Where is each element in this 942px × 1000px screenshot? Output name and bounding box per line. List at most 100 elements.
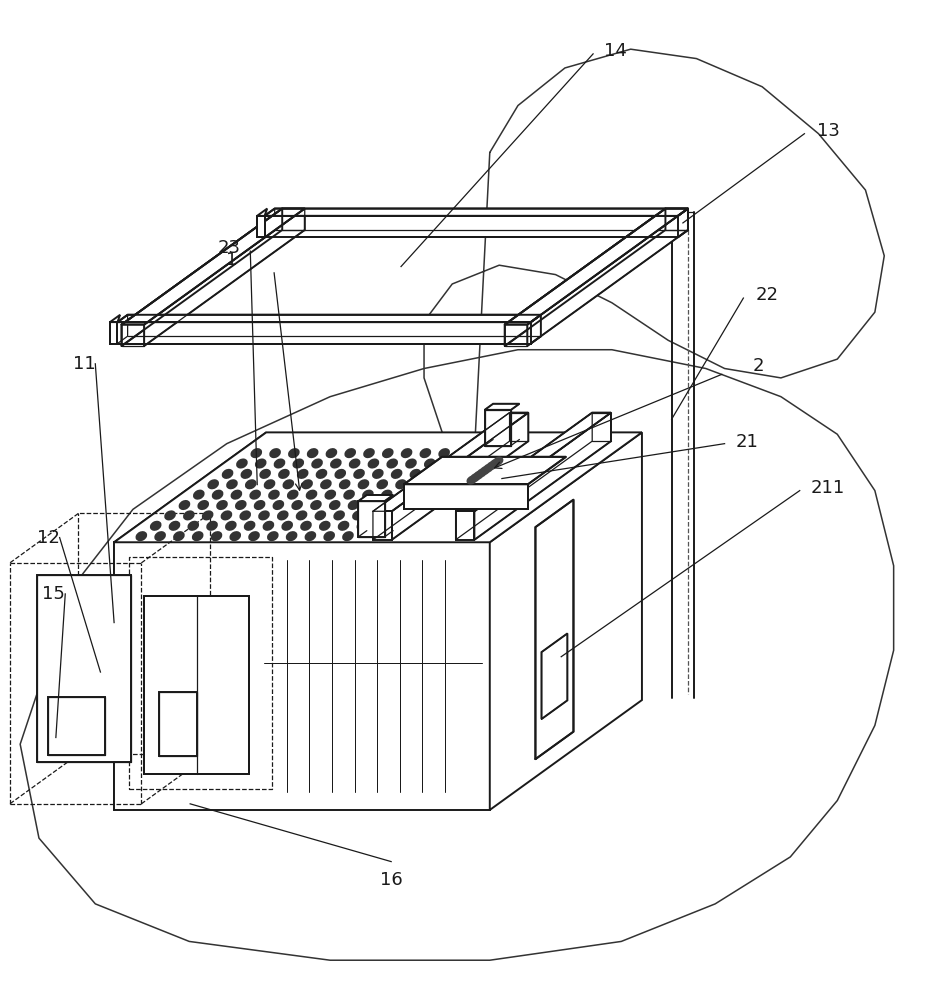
Text: 2: 2 [753, 357, 764, 375]
Ellipse shape [278, 469, 290, 479]
Polygon shape [475, 413, 611, 540]
Ellipse shape [342, 531, 354, 541]
Ellipse shape [277, 510, 288, 520]
Polygon shape [535, 500, 574, 759]
Ellipse shape [230, 531, 241, 541]
Ellipse shape [292, 458, 304, 469]
Polygon shape [528, 209, 688, 346]
Ellipse shape [169, 521, 180, 531]
Ellipse shape [457, 448, 469, 458]
Ellipse shape [198, 500, 209, 510]
Ellipse shape [333, 510, 345, 520]
Polygon shape [542, 633, 567, 719]
Ellipse shape [330, 458, 342, 469]
Ellipse shape [316, 469, 327, 479]
Ellipse shape [283, 479, 294, 489]
Ellipse shape [211, 531, 222, 541]
Ellipse shape [362, 490, 374, 500]
Ellipse shape [486, 461, 496, 470]
Ellipse shape [179, 500, 190, 510]
Ellipse shape [493, 457, 503, 466]
Polygon shape [159, 692, 197, 756]
Polygon shape [37, 575, 131, 762]
Text: 13: 13 [817, 122, 839, 140]
Ellipse shape [259, 469, 271, 479]
Polygon shape [505, 209, 688, 325]
Ellipse shape [244, 521, 255, 531]
Ellipse shape [268, 490, 280, 500]
Text: 1: 1 [226, 251, 237, 269]
Ellipse shape [136, 531, 147, 541]
Ellipse shape [414, 479, 426, 489]
Ellipse shape [483, 464, 494, 473]
Ellipse shape [274, 458, 285, 469]
Polygon shape [456, 413, 611, 511]
Ellipse shape [364, 448, 375, 458]
Ellipse shape [479, 466, 490, 475]
Polygon shape [257, 216, 265, 237]
Ellipse shape [326, 448, 337, 458]
Ellipse shape [164, 510, 176, 520]
Ellipse shape [419, 448, 431, 458]
Ellipse shape [396, 479, 407, 489]
Text: 211: 211 [811, 479, 845, 497]
Ellipse shape [192, 531, 203, 541]
Polygon shape [144, 209, 305, 346]
Polygon shape [505, 209, 665, 346]
Text: 11: 11 [73, 355, 95, 373]
Ellipse shape [307, 448, 318, 458]
Ellipse shape [154, 531, 166, 541]
Ellipse shape [193, 490, 204, 500]
Ellipse shape [304, 531, 317, 541]
Text: 15: 15 [42, 585, 65, 603]
Ellipse shape [267, 531, 279, 541]
Ellipse shape [253, 500, 266, 510]
Ellipse shape [320, 479, 332, 489]
Ellipse shape [240, 469, 252, 479]
Ellipse shape [226, 479, 237, 489]
Ellipse shape [263, 521, 274, 531]
Ellipse shape [258, 510, 269, 520]
Text: 14: 14 [605, 42, 627, 60]
Ellipse shape [250, 490, 261, 500]
Ellipse shape [356, 521, 368, 531]
Ellipse shape [405, 458, 416, 469]
Polygon shape [392, 413, 528, 540]
Ellipse shape [477, 468, 487, 478]
Ellipse shape [386, 458, 398, 469]
Polygon shape [373, 413, 528, 511]
Ellipse shape [285, 531, 298, 541]
Polygon shape [48, 697, 105, 755]
Polygon shape [122, 209, 305, 325]
Ellipse shape [183, 510, 195, 520]
Polygon shape [265, 209, 688, 216]
Polygon shape [530, 315, 541, 344]
Ellipse shape [187, 521, 199, 531]
Ellipse shape [269, 448, 281, 458]
Ellipse shape [291, 500, 303, 510]
Ellipse shape [334, 469, 346, 479]
Polygon shape [456, 511, 475, 540]
Ellipse shape [173, 531, 185, 541]
Polygon shape [404, 457, 566, 484]
Ellipse shape [255, 458, 267, 469]
Polygon shape [358, 501, 384, 537]
Polygon shape [110, 315, 121, 322]
Ellipse shape [288, 448, 300, 458]
Ellipse shape [319, 521, 331, 531]
Ellipse shape [470, 473, 480, 482]
Ellipse shape [264, 479, 275, 489]
Ellipse shape [216, 500, 228, 510]
Polygon shape [358, 495, 393, 501]
Polygon shape [485, 410, 511, 446]
Polygon shape [118, 315, 541, 322]
Polygon shape [114, 432, 642, 542]
Ellipse shape [345, 448, 356, 458]
Ellipse shape [338, 521, 349, 531]
Ellipse shape [429, 469, 440, 479]
Polygon shape [110, 322, 118, 344]
Ellipse shape [207, 479, 219, 489]
Ellipse shape [473, 471, 484, 480]
Ellipse shape [231, 490, 242, 500]
Ellipse shape [236, 458, 248, 469]
